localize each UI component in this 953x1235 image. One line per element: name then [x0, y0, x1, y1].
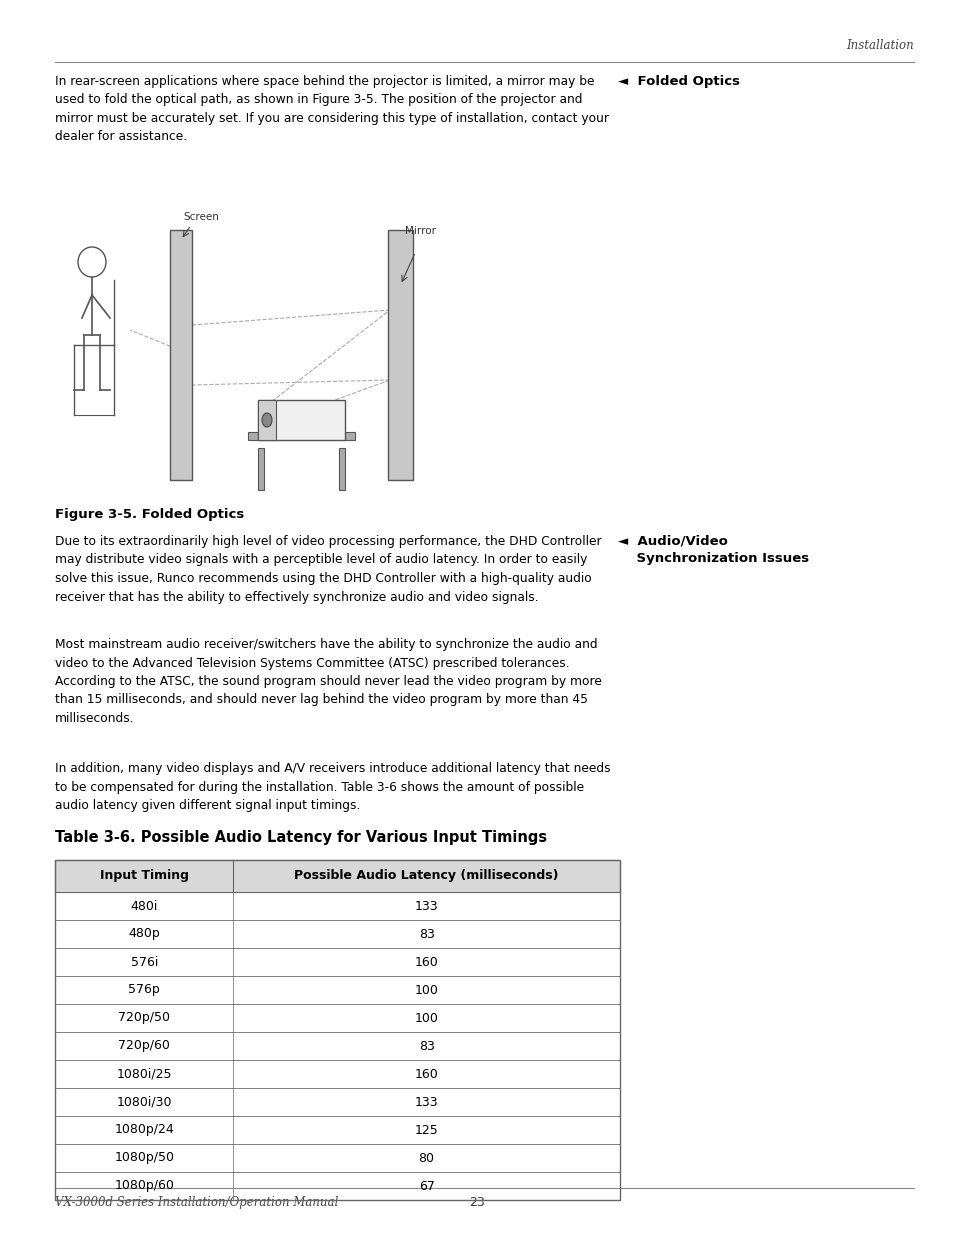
Bar	[55, 1144, 619, 1172]
Text: 83: 83	[418, 927, 434, 941]
Bar	[55, 976, 619, 1004]
Text: Possible Audio Latency (milliseconds): Possible Audio Latency (milliseconds)	[294, 869, 558, 883]
Text: 100: 100	[415, 1011, 438, 1025]
Text: 720p/60: 720p/60	[118, 1040, 170, 1052]
Bar	[55, 920, 619, 948]
Text: 80: 80	[418, 1151, 435, 1165]
Text: 133: 133	[415, 1095, 438, 1109]
Text: Due to its extraordinarily high level of video processing performance, the DHD C: Due to its extraordinarily high level of…	[55, 535, 601, 604]
Bar	[55, 1116, 619, 1144]
Bar	[257, 448, 264, 490]
Text: 133: 133	[415, 899, 438, 913]
Text: Input Timing: Input Timing	[100, 869, 189, 883]
Text: Figure 3-5. Folded Optics: Figure 3-5. Folded Optics	[55, 508, 244, 521]
Bar	[257, 400, 275, 440]
Text: 720p/50: 720p/50	[118, 1011, 170, 1025]
Bar	[55, 860, 619, 892]
Bar	[248, 432, 355, 440]
Bar	[388, 230, 413, 480]
Text: 67: 67	[418, 1179, 434, 1193]
Bar	[55, 860, 619, 1200]
Text: Installation: Installation	[845, 40, 913, 52]
Text: ◄  Folded Optics: ◄ Folded Optics	[618, 75, 740, 88]
Text: 1080p/50: 1080p/50	[114, 1151, 174, 1165]
Text: 1080p/60: 1080p/60	[114, 1179, 174, 1193]
Text: 100: 100	[415, 983, 438, 997]
Bar	[55, 1032, 619, 1060]
Bar	[170, 230, 192, 480]
Bar	[55, 1172, 619, 1200]
Text: 160: 160	[415, 1067, 438, 1081]
Text: 1080i/25: 1080i/25	[116, 1067, 172, 1081]
Bar	[257, 400, 345, 440]
Text: 83: 83	[418, 1040, 434, 1052]
Text: In rear-screen applications where space behind the projector is limited, a mirro: In rear-screen applications where space …	[55, 75, 609, 143]
Text: Table 3-6. Possible Audio Latency for Various Input Timings: Table 3-6. Possible Audio Latency for Va…	[55, 830, 547, 845]
Text: Mirror: Mirror	[405, 226, 436, 236]
Bar	[55, 948, 619, 976]
Text: ◄  Audio/Video
    Synchronization Issues: ◄ Audio/Video Synchronization Issues	[618, 535, 808, 564]
Text: 576p: 576p	[129, 983, 160, 997]
Text: 480i: 480i	[131, 899, 158, 913]
Bar	[338, 448, 345, 490]
Text: 1080i/30: 1080i/30	[116, 1095, 172, 1109]
Text: 160: 160	[415, 956, 438, 968]
Ellipse shape	[262, 412, 272, 427]
Text: Most mainstream audio receiver/switchers have the ability to synchronize the aud: Most mainstream audio receiver/switchers…	[55, 638, 601, 725]
Bar	[55, 1004, 619, 1032]
Text: 125: 125	[415, 1124, 438, 1136]
Text: In addition, many video displays and A/V receivers introduce additional latency : In addition, many video displays and A/V…	[55, 762, 610, 811]
Bar	[55, 1088, 619, 1116]
Text: 480p: 480p	[129, 927, 160, 941]
Text: Screen: Screen	[183, 212, 218, 222]
Bar	[55, 892, 619, 920]
Text: 576i: 576i	[131, 956, 158, 968]
Text: 23: 23	[469, 1195, 484, 1209]
Text: VX-3000d Series Installation/Operation Manual: VX-3000d Series Installation/Operation M…	[55, 1195, 338, 1209]
Text: 1080p/24: 1080p/24	[114, 1124, 174, 1136]
Bar	[55, 1060, 619, 1088]
